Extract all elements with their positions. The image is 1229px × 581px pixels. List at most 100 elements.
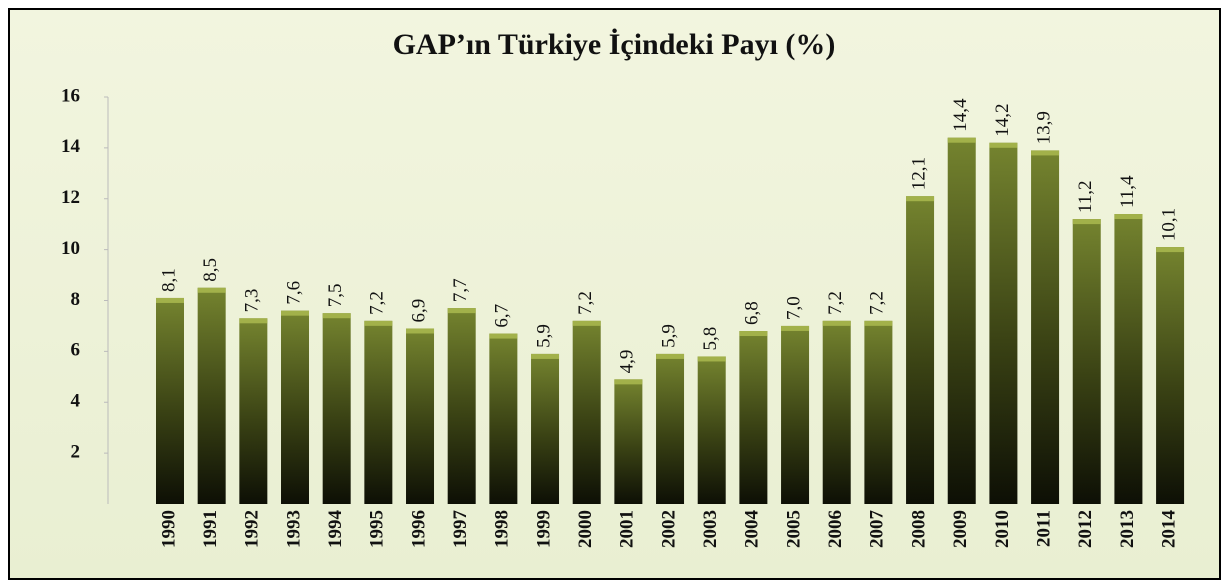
- bar-cap: [864, 320, 893, 326]
- bar-cap: [489, 333, 518, 339]
- bar: [989, 142, 1018, 504]
- data-label: 7,0: [783, 296, 804, 320]
- data-label: 7,7: [450, 278, 471, 302]
- data-label: 6,7: [492, 304, 513, 328]
- data-label: 5,9: [658, 324, 679, 348]
- data-label: 7,2: [367, 291, 388, 315]
- x-tick-label: 2009: [950, 510, 971, 548]
- bar: [322, 313, 351, 504]
- bar: [1156, 247, 1185, 505]
- bar-cap: [614, 379, 643, 385]
- bar-cap: [364, 320, 393, 326]
- data-label: 11,4: [1117, 175, 1138, 208]
- bar-cap: [947, 137, 976, 143]
- data-label: 12,1: [908, 157, 929, 190]
- y-tick-label: 8: [71, 289, 81, 310]
- bar-cap: [531, 353, 560, 359]
- data-label: 8,5: [200, 258, 221, 282]
- x-tick-label: 2010: [992, 510, 1013, 548]
- x-tick-label: 1995: [367, 510, 388, 548]
- y-tick-label: 6: [71, 340, 81, 361]
- data-label: 7,6: [283, 281, 304, 305]
- bar-cap: [406, 328, 435, 334]
- bar: [656, 353, 685, 504]
- bar-cap: [572, 320, 601, 326]
- x-tick-label: 1997: [450, 510, 471, 549]
- bar: [572, 320, 601, 504]
- y-tick-label: 14: [61, 136, 81, 157]
- bar-cap: [781, 325, 810, 331]
- y-tick-label: 2: [71, 441, 81, 462]
- x-tick-label: 2014: [1158, 510, 1179, 549]
- bar: [281, 310, 310, 504]
- bar: [531, 353, 560, 504]
- bar: [697, 356, 726, 504]
- y-tick-label: 16: [61, 85, 80, 106]
- data-label: 7,2: [867, 291, 888, 315]
- data-label: 5,8: [700, 327, 721, 351]
- bar: [906, 196, 935, 505]
- bar-cap: [989, 142, 1018, 148]
- x-tick-label: 2008: [908, 510, 929, 548]
- y-tick-label: 10: [61, 238, 80, 259]
- bar: [406, 328, 435, 504]
- data-label: 6,9: [408, 299, 429, 323]
- data-label: 11,2: [1075, 181, 1096, 214]
- bar-cap: [1156, 247, 1185, 253]
- data-label: 14,4: [950, 98, 971, 132]
- x-tick-label: 2011: [1033, 510, 1054, 547]
- bar: [614, 379, 643, 504]
- data-label: 10,1: [1158, 208, 1179, 241]
- bar-cap: [447, 308, 476, 314]
- bar-cap: [822, 320, 851, 326]
- y-tick-label: 12: [61, 187, 80, 208]
- bar: [1114, 214, 1143, 504]
- bar-cap: [656, 353, 685, 359]
- bar-cap: [906, 196, 935, 202]
- bar: [447, 308, 476, 504]
- data-label: 7,2: [825, 291, 846, 315]
- x-tick-label: 2000: [575, 510, 596, 548]
- data-label: 7,3: [242, 289, 263, 313]
- x-tick-label: 1998: [492, 510, 513, 548]
- x-tick-label: 1999: [533, 510, 554, 548]
- data-label: 7,2: [575, 291, 596, 315]
- bar-cap: [156, 297, 184, 303]
- x-tick-label: 2005: [783, 510, 804, 548]
- x-tick-label: 1990: [158, 510, 179, 548]
- bar: [489, 333, 518, 504]
- x-tick-label: 2004: [742, 510, 763, 549]
- x-tick-label: 1996: [408, 510, 429, 548]
- bar-cap: [1072, 219, 1101, 225]
- bar-cap: [1031, 150, 1060, 156]
- x-tick-label: 1994: [325, 510, 346, 549]
- x-tick-label: 1991: [200, 510, 221, 548]
- bar-cap: [281, 310, 310, 316]
- data-label: 14,2: [992, 104, 1013, 137]
- bar: [739, 331, 768, 504]
- chart-title: GAP’ın Türkiye İçindeki Payı (%): [393, 28, 836, 61]
- x-tick-label: 2012: [1075, 510, 1096, 548]
- bar: [781, 325, 810, 504]
- bar: [947, 137, 976, 504]
- data-label: 8,1: [158, 268, 179, 292]
- data-label: 13,9: [1033, 111, 1054, 144]
- data-label: 5,9: [533, 324, 554, 348]
- bar-cap: [197, 287, 226, 293]
- x-tick-label: 1992: [242, 510, 263, 548]
- bar-cap: [739, 331, 768, 337]
- x-tick-label: 2001: [617, 510, 638, 548]
- bar: [1031, 150, 1060, 504]
- bar: [864, 320, 893, 504]
- data-label: 6,8: [742, 301, 763, 325]
- bar: [364, 320, 393, 504]
- bar: [239, 318, 268, 504]
- bar: [1072, 219, 1101, 504]
- x-tick-label: 2006: [825, 510, 846, 548]
- bar: [156, 297, 184, 504]
- x-tick-label: 2013: [1117, 510, 1138, 548]
- bar-cap: [697, 356, 726, 362]
- data-label: 4,9: [617, 350, 638, 374]
- x-tick-label: 2003: [700, 510, 721, 548]
